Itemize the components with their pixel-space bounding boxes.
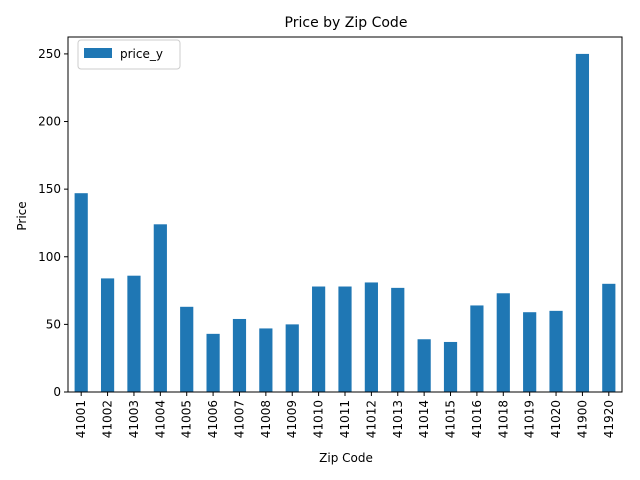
x-tick-label-41001: 41001 [74,400,88,438]
y-tick-label-200: 200 [38,115,61,129]
x-tick-label-41016: 41016 [470,400,484,438]
y-tick-label-150: 150 [38,182,61,196]
x-tick-label-41019: 41019 [523,400,537,438]
x-tick-label-41009: 41009 [285,400,299,438]
x-tick-label-41013: 41013 [391,400,405,438]
x-tick-label-41014: 41014 [417,400,431,438]
x-tick-label-41007: 41007 [232,400,246,438]
x-tick-label-41018: 41018 [496,400,510,438]
x-tick-label-41008: 41008 [259,400,273,438]
y-tick-label-250: 250 [38,47,61,61]
bar-41013 [391,287,405,392]
bar-41002 [100,278,115,392]
bar-41011 [338,286,352,392]
bar-41010 [312,286,326,392]
y-tick-label-100: 100 [38,250,61,264]
y-tick-label-50: 50 [46,317,61,331]
legend-label-price-y: price_y [120,47,163,61]
bar-41008 [259,328,273,392]
x-tick-label-41005: 41005 [180,400,194,438]
bar-41900 [575,53,590,393]
axes-frame [67,36,623,393]
bar-41016 [470,305,484,392]
plot-area: 41001 41002 41003 41004 41005 41006 41007 41008… [38,36,623,438]
bar-41001 [74,193,88,392]
x-tick-label-41900: 41900 [575,400,589,438]
x-axis-label: Zip Code [319,451,373,465]
x-tick-label-41010: 41010 [312,400,326,438]
bar-41014 [417,339,431,392]
y-tick-label-0: 0 [53,385,61,399]
x-tick-label-41004: 41004 [153,400,167,438]
x-tick-label-41006: 41006 [206,400,220,438]
x-tick-label-41015: 41015 [444,400,458,438]
bar-41007 [232,318,247,392]
legend: price_y [77,39,181,70]
bar-41004 [153,224,167,392]
bar-41012 [364,282,378,392]
bar-41005 [180,306,194,392]
bar-41009 [285,324,299,392]
x-tick-label-41012: 41012 [364,400,378,438]
bar-41020 [549,310,563,392]
legend-swatch-price-y [84,48,112,58]
y-axis-label: Price [15,201,29,230]
bar-41019 [523,312,537,392]
legend-frame [77,39,181,70]
bar-41003 [127,275,141,392]
bar-41015 [443,341,458,392]
bar-41920 [602,283,616,392]
bar-41018 [496,293,510,392]
x-tick-label-41920: 41920 [602,400,616,438]
x-tick-label-41002: 41002 [101,400,115,438]
x-tick-label-41011: 41011 [338,400,352,438]
bar-41006 [206,333,220,392]
chart-title: Price by Zip Code [285,15,408,31]
x-tick-label-41003: 41003 [127,400,141,438]
x-tick-label-41020: 41020 [549,400,563,438]
